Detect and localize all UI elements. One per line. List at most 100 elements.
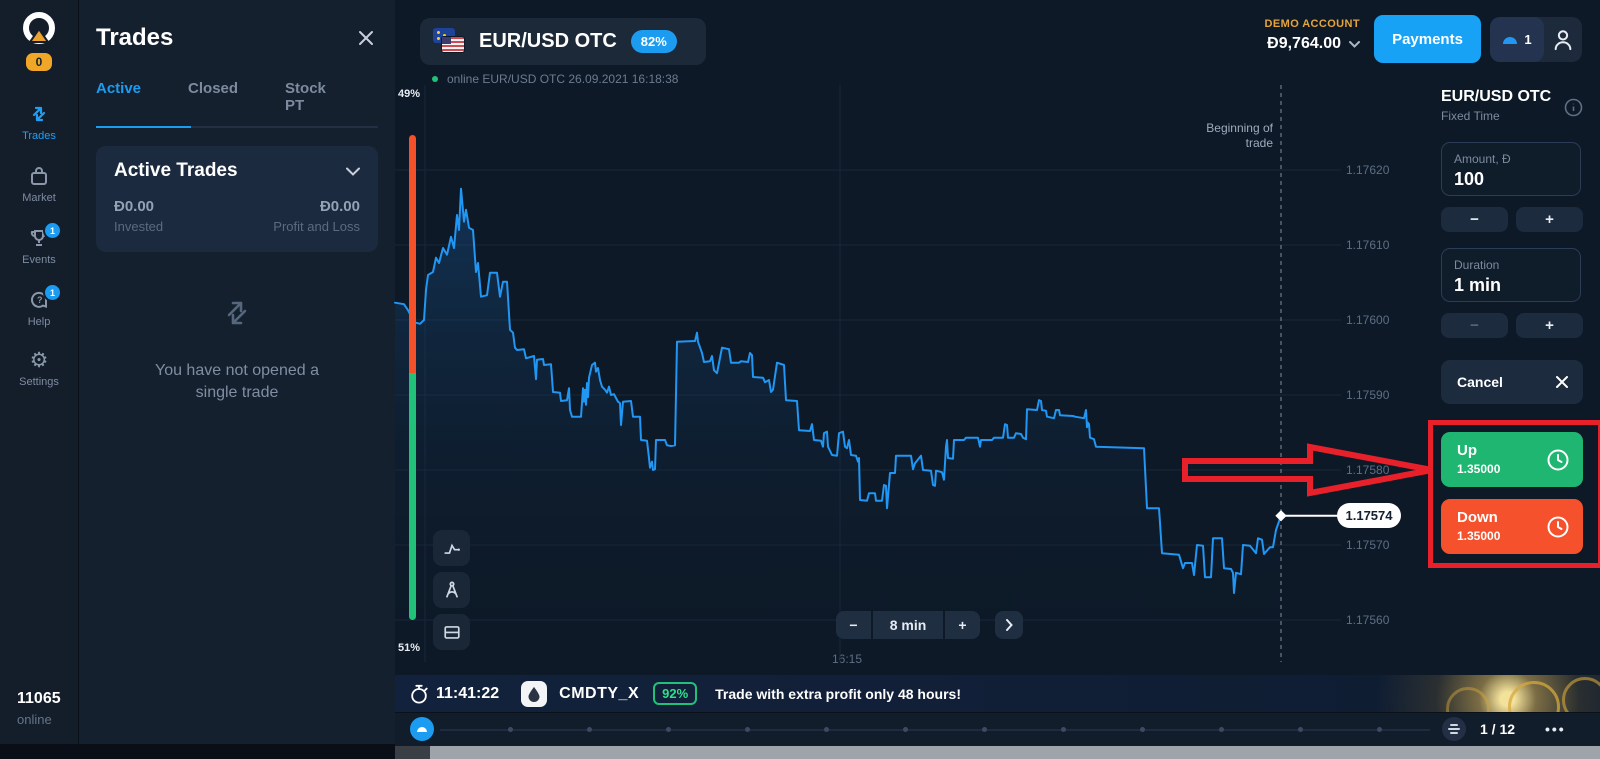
carousel-dot[interactable] [1140, 727, 1145, 732]
sidebar: 0 Trades Market [0, 0, 79, 759]
down-multiplier: 1.35000 [1457, 528, 1501, 543]
stopwatch-icon [409, 683, 429, 705]
tab-underline [96, 126, 378, 128]
trade-controls-header: EUR/USD OTC Fixed Time [1441, 88, 1583, 123]
controls-pair: EUR/USD OTC [1441, 88, 1552, 105]
carousel-dot[interactable] [587, 727, 592, 732]
duration-label: Duration [1454, 258, 1500, 272]
account-switcher[interactable]: DEMO ACCOUNT Đ9,764.00 [1230, 18, 1360, 53]
promo-message: Trade with extra profit only 48 hours! [715, 685, 961, 702]
close-icon[interactable] [357, 29, 375, 47]
status-text: online EUR/USD OTC 26.09.2021 16:18:38 [447, 72, 679, 86]
duration-decrease-button[interactable]: − [1441, 313, 1508, 338]
carousel-dot[interactable] [982, 727, 987, 732]
carousel-dot[interactable] [903, 727, 908, 732]
price-tick: 1.17590 [1346, 388, 1390, 402]
amount-decrease-button[interactable]: − [1441, 207, 1508, 232]
slides-icon [1448, 724, 1460, 734]
promo-time-value: 11:41:22 [436, 684, 500, 702]
chart-type-button[interactable] [433, 530, 470, 566]
gear-icon: ⚙ [29, 349, 49, 372]
zoom-out-button[interactable]: − [836, 611, 871, 639]
price-tick: 1.17610 [1346, 238, 1390, 252]
sidebar-item-label: Trades [22, 130, 56, 142]
invested-stat: Đ0.00 Invested [114, 198, 163, 234]
notifications-button[interactable]: 1 [1490, 17, 1544, 62]
slides-button[interactable] [1442, 717, 1466, 741]
cancel-button[interactable]: Cancel [1441, 360, 1583, 404]
carousel-dot[interactable] [1377, 727, 1382, 732]
down-button[interactable]: Down 1.35000 [1441, 499, 1583, 554]
tab-closed[interactable]: Closed [188, 80, 239, 97]
scroll-right-button[interactable] [995, 611, 1023, 639]
online-counter: 11065 online [17, 690, 61, 727]
chevron-down-icon [1349, 40, 1360, 48]
brand-logo-icon[interactable] [19, 9, 59, 49]
payments-button[interactable]: Payments [1374, 15, 1481, 63]
drawing-tools-button[interactable] [433, 572, 470, 608]
promo-payout-badge: 92% [653, 682, 698, 705]
empty-state-text: You have not opened a single trade [154, 362, 319, 401]
layout-button[interactable] [433, 614, 470, 650]
sidebar-item-market[interactable]: Market [0, 153, 78, 215]
market-bag-icon [27, 164, 51, 188]
sidebar-item-events[interactable]: 1 Events [0, 215, 78, 277]
online-count: 11065 [17, 690, 61, 707]
duration-field[interactable]: Duration 1 min [1441, 248, 1581, 302]
amount-increase-button[interactable]: + [1516, 207, 1583, 232]
chevron-down-icon[interactable] [346, 167, 360, 176]
panel-footer [0, 744, 395, 759]
xp-badge: 0 [26, 53, 52, 71]
sidebar-item-trades[interactable]: Trades [0, 91, 78, 153]
trades-icon [27, 102, 51, 126]
cancel-label: Cancel [1457, 374, 1503, 390]
amount-value: 100 [1454, 169, 1485, 189]
zoom-in-button[interactable]: + [945, 611, 980, 639]
time-axis-tick: 16:15 [831, 652, 863, 666]
carousel-icon [416, 725, 428, 733]
amount-field[interactable]: Amount, Đ 100 [1441, 142, 1581, 196]
panel-title: Trades [96, 24, 174, 51]
current-price-pill: 1.17574 [1337, 503, 1401, 529]
trades-panel: Trades Active Closed Stock PT Active Tra… [79, 0, 395, 744]
sidebar-item-help[interactable]: ? 1 Help [0, 277, 78, 339]
up-button[interactable]: Up 1.35000 [1441, 432, 1583, 487]
price-tick: 1.17600 [1346, 313, 1390, 327]
up-label: Up [1457, 442, 1477, 460]
promo-banner[interactable]: 11:41:22 CMDTY_X 92% Trade with extra pr… [395, 675, 1600, 712]
slide-counter: 1 / 12 [1480, 721, 1516, 737]
carousel-dot[interactable] [666, 727, 671, 732]
timeframe-value[interactable]: 8 min [873, 611, 943, 639]
asset-tab[interactable]: EUR/USD OTC 82% [420, 18, 706, 65]
carousel-dot[interactable] [1061, 727, 1066, 732]
active-trades-card: Active Trades Đ0.00 Invested Đ0.00 Profi… [96, 146, 378, 252]
carousel-dot[interactable] [1298, 727, 1303, 732]
asset-name: EUR/USD OTC [479, 30, 617, 52]
beginning-of-trade-label: Beginning of trade [1206, 121, 1273, 150]
tab-stock-pt[interactable]: Stock PT [285, 80, 326, 114]
trades-empty-icon [218, 294, 256, 332]
carousel-current-button[interactable] [410, 717, 434, 741]
help-badge: 1 [43, 283, 62, 302]
carousel-dot[interactable] [1219, 727, 1224, 732]
profile-button[interactable] [1544, 17, 1582, 62]
pnl-label: Profit and Loss [273, 219, 360, 234]
carousel-dot[interactable] [745, 727, 750, 732]
sentiment-up-label: 49% [398, 88, 421, 100]
duration-increase-button[interactable]: + [1516, 313, 1583, 338]
sidebar-item-label: Events [22, 254, 56, 266]
horizontal-scrollbar[interactable] [395, 746, 1600, 759]
tab-active[interactable]: Active [96, 80, 142, 97]
price-tick: 1.17620 [1346, 163, 1390, 177]
carousel-dot[interactable] [824, 727, 829, 732]
sentiment-bar-sell [409, 135, 416, 373]
notification-group: 1 [1490, 17, 1582, 62]
pnl-value: Đ0.00 [319, 198, 360, 215]
sidebar-item-settings[interactable]: ⚙ Settings [0, 339, 78, 399]
carousel-dot[interactable] [508, 727, 513, 732]
compass-icon [441, 579, 463, 601]
info-icon[interactable] [1564, 98, 1583, 117]
more-button[interactable]: ••• [1545, 721, 1566, 737]
promo-countdown: 11:41:22 [409, 683, 499, 705]
